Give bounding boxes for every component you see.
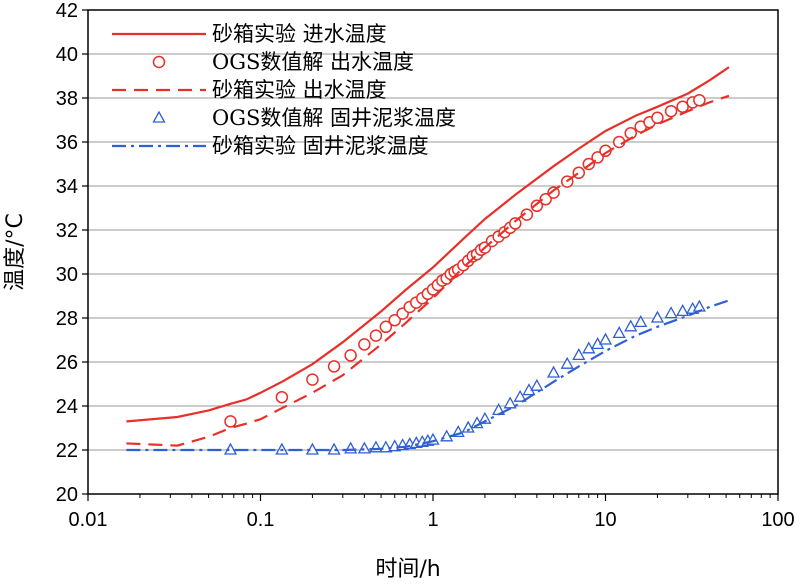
series-3 — [126, 94, 730, 447]
x-tick-label: 0.01 — [69, 509, 108, 531]
triangle-marker — [598, 332, 613, 345]
circle-marker — [224, 415, 237, 428]
x-axis-ticks: 0.01 0.1 1 10 100 — [69, 494, 795, 531]
circle-marker — [306, 373, 319, 386]
legend-item-3: 砂箱实验 出水温度 — [112, 78, 387, 102]
circle-marker — [664, 104, 678, 118]
legend-item-2: OGS数值解 出水温度 — [152, 50, 414, 74]
circle-marker — [358, 338, 371, 351]
triangle-marker — [513, 389, 527, 402]
series-1 — [126, 66, 730, 423]
circle-marker — [624, 126, 637, 140]
x-tick-label: 10 — [594, 509, 616, 531]
triangle-marker — [634, 315, 648, 328]
circle-marker — [369, 329, 383, 342]
x-tick-label: 1 — [427, 509, 438, 531]
triangle-marker — [572, 348, 586, 361]
y-tick-label: 24 — [56, 396, 78, 418]
triangle-marker — [676, 304, 690, 317]
y-tick-label: 30 — [56, 264, 78, 286]
y-tick-label: 28 — [56, 308, 78, 330]
triangle-marker — [530, 378, 544, 391]
y-tick-label: 38 — [56, 88, 78, 110]
triangle-marker — [461, 420, 475, 433]
series-line — [126, 299, 730, 452]
circle-marker — [327, 360, 341, 373]
triangle-marker — [582, 341, 596, 354]
circle-marker — [509, 217, 522, 230]
legend-label: OGS数值解 出水温度 — [212, 50, 414, 74]
y-tick-label: 34 — [56, 176, 78, 198]
legend-item-4: OGS数值解 固井泥浆温度 — [152, 106, 456, 130]
circle-marker — [693, 93, 706, 107]
y-axis-title: 温度/°C — [3, 213, 28, 291]
circle-marker — [651, 111, 664, 125]
circle-marker — [344, 349, 357, 362]
triangle-marker — [664, 306, 678, 319]
y-tick-label: 20 — [56, 484, 78, 506]
triangle-marker — [624, 319, 638, 332]
legend-label: 砂箱实验 出水温度 — [212, 78, 387, 102]
series-layer — [126, 66, 730, 455]
series-line — [126, 94, 730, 447]
circle-marker — [539, 192, 552, 206]
circle-marker — [547, 186, 560, 199]
triangle-marker — [612, 326, 626, 339]
triangle-marker — [650, 310, 665, 323]
gridlines — [88, 53, 778, 451]
triangle-marker — [560, 356, 574, 369]
triangle-marker — [546, 365, 561, 378]
legend-label: 砂箱实验 进水温度 — [212, 22, 387, 46]
circle-marker — [379, 320, 393, 334]
y-tick-label: 26 — [56, 352, 78, 374]
y-axis-ticks: 20 22 24 26 28 30 32 34 36 38 40 42 — [56, 0, 88, 506]
x-tick-label: 0.1 — [247, 509, 275, 531]
circle-marker — [275, 390, 289, 404]
legend-swatch-circle — [152, 55, 166, 69]
x-tick-label: 100 — [761, 509, 794, 531]
y-tick-label: 42 — [56, 0, 78, 22]
circle-marker — [520, 208, 534, 221]
series-4 — [223, 299, 706, 455]
legend-item-1: 砂箱实验 进水温度 — [112, 22, 387, 46]
legend-label: OGS数值解 固井泥浆温度 — [212, 106, 456, 130]
legend-label: 砂箱实验 固井泥浆温度 — [212, 134, 429, 158]
legend-swatch-triangle — [152, 110, 166, 123]
legend-item-5: 砂箱实验 固井泥浆温度 — [112, 134, 429, 158]
y-tick-label: 40 — [56, 44, 78, 66]
circle-marker — [388, 313, 401, 327]
y-tick-label: 32 — [56, 220, 78, 242]
y-tick-label: 36 — [56, 132, 78, 154]
series-5 — [126, 299, 730, 452]
series-line — [126, 66, 730, 423]
x-axis-title: 时间/h — [375, 557, 440, 582]
y-tick-label: 22 — [56, 440, 78, 462]
triangle-marker — [478, 411, 492, 424]
